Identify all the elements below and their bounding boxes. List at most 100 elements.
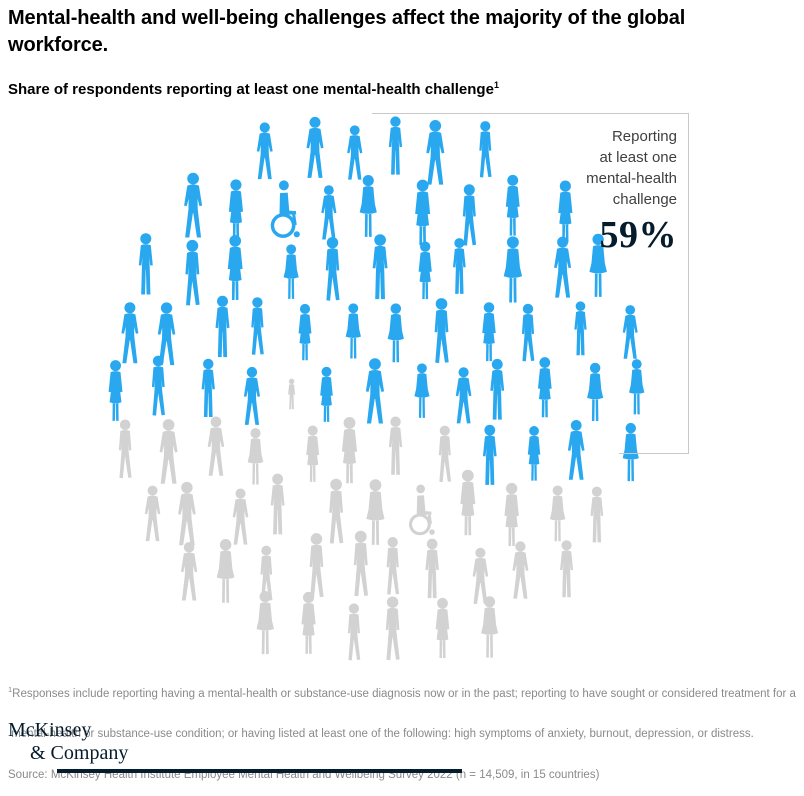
person-figure <box>452 238 466 294</box>
person-figure <box>260 545 273 601</box>
person-figure <box>490 358 505 420</box>
wheelchair-person-figure <box>409 484 435 536</box>
person-figure <box>298 303 312 361</box>
person-figure <box>558 180 573 243</box>
person-figure <box>590 486 604 543</box>
person-figure <box>622 422 639 482</box>
person-figure <box>388 116 403 175</box>
person-figure <box>329 478 344 544</box>
person-figure <box>527 426 541 481</box>
person-figure <box>227 234 243 300</box>
person-figure <box>247 428 264 485</box>
callout-value: 59% <box>599 214 677 256</box>
person-figure <box>347 603 361 661</box>
person-figure <box>185 239 200 306</box>
footnote-marker: 1 <box>493 80 499 90</box>
person-figure <box>121 302 139 364</box>
person-figure <box>587 362 604 421</box>
person-figure <box>151 355 165 416</box>
person-figure <box>321 185 337 240</box>
person-figure <box>482 302 496 362</box>
person-figure <box>228 179 244 242</box>
logo-line-2: & Company <box>30 742 129 764</box>
person-figure <box>306 116 324 178</box>
person-figure <box>108 360 123 421</box>
person-figure <box>309 533 324 598</box>
person-figure <box>505 174 520 236</box>
person-figure <box>472 547 489 604</box>
person-figure <box>201 358 215 417</box>
person-figure <box>622 305 638 359</box>
person-figure <box>589 233 607 297</box>
person-figure <box>482 424 497 485</box>
callout-label-line: at least one <box>599 149 677 166</box>
person-figure <box>537 357 552 418</box>
person-figure <box>251 297 264 355</box>
footnote-line-2: mental-health or substance-use condition… <box>8 728 754 741</box>
person-figure <box>386 537 400 595</box>
page-title-line1: Mental-health and well-being challenges … <box>8 7 686 29</box>
person-figure <box>426 119 445 185</box>
person-figure <box>479 121 492 178</box>
person-figure <box>301 591 316 654</box>
callout-box <box>372 113 689 454</box>
page-title: Mental-health and well-being challenges … <box>8 5 804 59</box>
person-figure <box>118 419 132 479</box>
person-figure <box>574 301 587 356</box>
person-figure <box>232 488 249 545</box>
wheelchair-person-figure <box>270 180 300 238</box>
callout-label-line: challenge <box>612 191 677 208</box>
person-figure <box>325 236 340 301</box>
person-figure <box>365 358 385 424</box>
person-figure <box>387 303 404 363</box>
person-figure <box>320 366 333 422</box>
person-figure <box>629 359 645 415</box>
callout-label: Reporting at least one mental-health cha… <box>489 126 677 256</box>
crowd-pictogram <box>108 116 645 661</box>
person-figure <box>157 302 176 366</box>
person-figure <box>216 539 235 603</box>
person-figure <box>359 175 377 237</box>
person-figure <box>256 590 275 655</box>
callout-label-line: Reporting <box>611 128 677 145</box>
page-title-line2: workforce. <box>8 34 109 56</box>
person-figure <box>481 596 499 658</box>
person-figure <box>388 416 403 475</box>
mckinsey-logo: McKinsey & Company <box>8 719 128 765</box>
footnote-marker: 1 <box>8 685 13 694</box>
callout-label-line: mental-health <box>586 170 677 187</box>
person-figure <box>288 378 296 410</box>
person-figure <box>418 241 432 300</box>
person-figure <box>178 481 196 546</box>
person-figure <box>521 303 535 362</box>
person-figure <box>560 540 574 598</box>
person-figure <box>435 597 450 658</box>
bottom-rule <box>57 769 462 773</box>
person-figure <box>503 236 523 303</box>
chart-subtitle: Share of respondents reporting at least … <box>8 80 499 98</box>
logo-line-1: McKinsey <box>8 719 92 741</box>
person-figure <box>455 367 472 424</box>
person-figure <box>366 479 385 545</box>
person-figure <box>415 179 431 246</box>
person-figure <box>270 473 285 535</box>
chart-subtitle-text: Share of respondents reporting at least … <box>8 81 494 98</box>
person-figure <box>414 363 430 418</box>
person-figure <box>345 303 361 359</box>
person-figure <box>207 416 225 476</box>
person-figure <box>283 244 299 299</box>
person-figure <box>256 122 273 180</box>
person-figure <box>567 419 585 480</box>
person-figure <box>159 419 178 484</box>
person-figure <box>385 596 400 661</box>
person-figure <box>180 541 198 601</box>
person-figure <box>144 485 161 542</box>
person-figure <box>438 425 452 483</box>
person-figure <box>138 233 153 295</box>
person-figure <box>347 125 363 180</box>
person-figure <box>341 417 358 484</box>
person-figure <box>372 234 388 300</box>
person-figure <box>549 485 566 542</box>
person-figure <box>434 298 449 364</box>
person-figure <box>215 295 230 358</box>
